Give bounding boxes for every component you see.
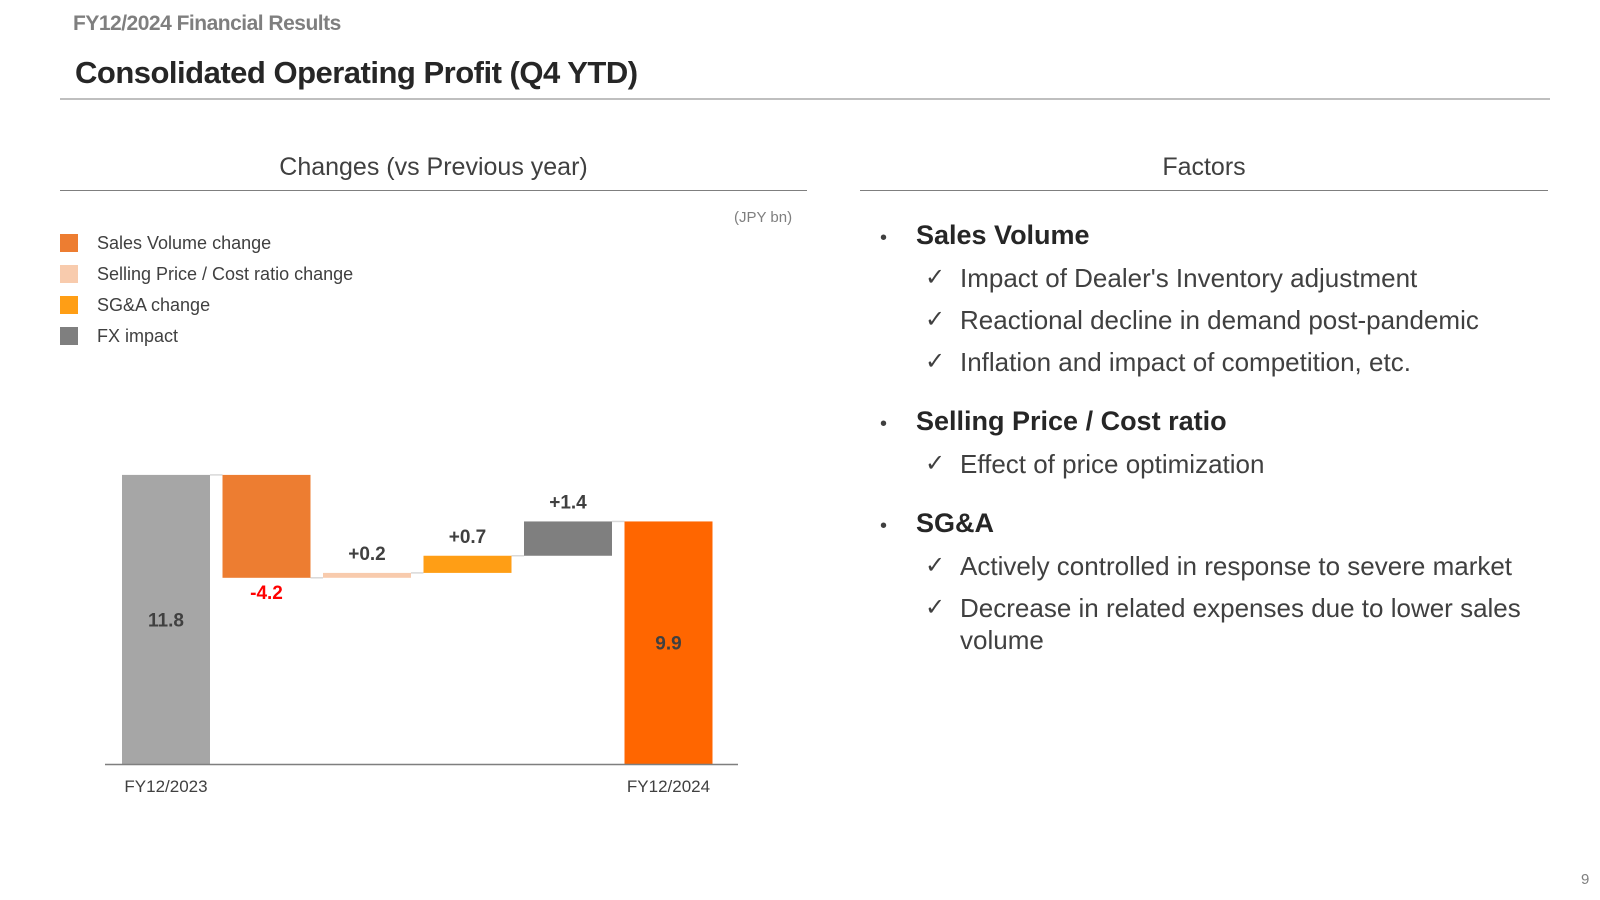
- legend-item-selling-price: Selling Price / Cost ratio change: [60, 263, 353, 285]
- check-icon: ✓: [925, 594, 946, 621]
- factor-point-text: Impact of Dealer's Inventory adjustment: [960, 263, 1418, 293]
- data-label: 11.8: [148, 610, 184, 631]
- factor-point-text: Effect of price optimization: [960, 449, 1265, 479]
- bar-fy12-2023: [122, 474, 210, 764]
- legend-swatch: [60, 296, 78, 314]
- data-label: 9.9: [655, 634, 681, 655]
- factor-title: SG&A: [916, 508, 995, 538]
- factors-heading: Factors: [1162, 153, 1246, 181]
- legend-item-fx: FX impact: [60, 325, 178, 347]
- data-label: +1.4: [549, 492, 587, 513]
- legend-label: SG&A change: [97, 294, 211, 315]
- factor-sales-volume: • Sales Volume ✓ Impact of Dealer's Inve…: [880, 220, 1550, 378]
- unit-label: (JPY bn): [734, 209, 793, 226]
- legend-item-sales-volume: Sales Volume change: [60, 232, 271, 254]
- factor-title: Sales Volume: [916, 220, 1090, 250]
- factor-title: Selling Price / Cost ratio: [916, 406, 1227, 436]
- changes-divider: [60, 190, 807, 191]
- factor-selling-price: • Selling Price / Cost ratio ✓ Effect of…: [880, 406, 1550, 480]
- factor-point-text: Decrease in related expenses due to lowe…: [960, 593, 1521, 655]
- page-number: 9: [1581, 871, 1590, 888]
- check-icon: ✓: [925, 450, 946, 477]
- legend-label: FX impact: [97, 325, 179, 346]
- check-icon: ✓: [925, 264, 946, 291]
- check-icon: ✓: [925, 348, 946, 375]
- factor-point: ✓ Impact of Dealer's Inventory adjustmen…: [925, 262, 1550, 294]
- legend-swatch: [60, 265, 78, 283]
- check-icon: ✓: [925, 306, 946, 333]
- factor-sga: • SG&A ✓ Actively controlled in response…: [880, 508, 1550, 656]
- bar-sales-volume-change: [222, 474, 311, 578]
- x-tick-label: FY12/2024: [627, 777, 710, 796]
- legend-item-sga: SG&A change: [60, 294, 210, 316]
- factor-point: ✓ Inflation and impact of competition, e…: [925, 346, 1550, 378]
- legend-label: Selling Price / Cost ratio change: [97, 263, 354, 284]
- data-label: +0.2: [348, 544, 386, 565]
- changes-heading: Changes (vs Previous year): [279, 153, 588, 181]
- legend-swatch: [60, 327, 78, 345]
- title-divider: [60, 98, 1550, 100]
- waterfall-chart: 11.8 FY12/2023 -4.2 +0.2 +0.7 +1.4 9.9 FY12/202…: [105, 474, 738, 796]
- document-label: FY12/2024 Financial Results: [73, 12, 341, 35]
- factor-point-text: Reactional decline in demand post-pandem…: [960, 305, 1479, 335]
- data-label: +0.7: [449, 527, 487, 548]
- data-label: -4.2: [250, 583, 283, 604]
- factors-divider: [860, 190, 1548, 191]
- factor-point-text: Inflation and impact of competition, etc…: [960, 347, 1411, 377]
- x-tick-label: FY12/2023: [124, 777, 207, 796]
- factor-point: ✓ Effect of price optimization: [925, 448, 1550, 480]
- factors-list: • Sales Volume ✓ Impact of Dealer's Inve…: [880, 220, 1550, 684]
- bar-fx-impact: [524, 521, 612, 556]
- legend-swatch: [60, 234, 78, 252]
- bar-fy12-2024: [624, 521, 713, 764]
- bar-selling-price-cost-ratio-change: [323, 572, 411, 578]
- factor-point: ✓ Actively controlled in response to sev…: [925, 550, 1550, 582]
- bullet-icon: •: [880, 227, 888, 249]
- bullet-icon: •: [880, 515, 888, 537]
- factor-point: ✓ Decrease in related expenses due to lo…: [925, 592, 1550, 656]
- bar-sg-a-change: [423, 555, 512, 573]
- slide-title: Consolidated Operating Profit (Q4 YTD): [75, 55, 638, 90]
- legend-label: Sales Volume change: [97, 232, 272, 253]
- bullet-icon: •: [880, 413, 888, 435]
- factor-point: ✓ Reactional decline in demand post-pand…: [925, 304, 1550, 336]
- check-icon: ✓: [925, 552, 946, 579]
- factor-point-text: Actively controlled in response to sever…: [960, 551, 1513, 581]
